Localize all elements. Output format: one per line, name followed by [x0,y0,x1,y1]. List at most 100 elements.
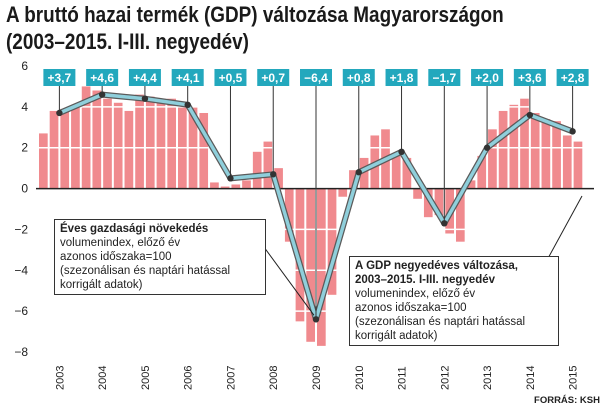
quarter-bar [541,119,551,189]
x-year-label: 2012 [439,366,451,390]
value-label: +0,5 [219,71,243,85]
annual-point [355,169,362,176]
y-tick-label: 6 [21,59,28,73]
quarter-bar [49,110,59,189]
quarter-bar [520,98,529,189]
quarter-bar [178,104,187,189]
x-year-label: 2013 [482,366,494,390]
quarter-bar [103,98,112,189]
value-label-box [428,69,461,86]
value-label: −1,7 [432,71,456,85]
quarter-bar [327,188,337,295]
quarter-bar [434,188,444,216]
quarter-bar [284,188,294,242]
annual-point [270,171,277,178]
x-year-label: 2010 [354,366,366,390]
value-label: +4,1 [176,71,200,85]
quarterly-box-line-2: azonos időszaka=100 [355,302,467,314]
y-tick-label: −2 [14,222,28,236]
quarter-bar [92,90,102,189]
quarterly-box-line-3: (szezonálisan és naptári hatással [355,316,526,328]
quarter-bar [509,104,519,189]
title-line-2: (2003–2015. I-III. negyedév) [6,29,249,54]
quarterly-box-line-1: volumenindex, előző év [355,288,476,300]
x-year-label: 2007 [225,366,237,390]
value-label-box [471,69,504,86]
x-year-label: 2014 [525,366,537,390]
annual-point [569,128,576,135]
quarter-bar [135,94,144,189]
quarterly-box-title-1: A GDP negyedéves változása, [355,260,518,272]
x-year-label: 2006 [183,366,195,390]
quarter-bar [530,112,540,189]
y-tick-label: −6 [14,304,28,318]
quarter-bar [274,168,283,189]
value-label-box [385,69,418,86]
quarter-bar [71,104,80,189]
quarter-bar [456,188,465,242]
quarter-bar [113,102,123,189]
x-year-label: 2008 [268,366,280,390]
y-tick-label: 0 [21,182,28,196]
quarter-bar [252,151,262,189]
quarter-bar [167,98,176,189]
quarter-bar [349,170,358,189]
quarter-bar [562,135,572,189]
x-year-label: 2004 [97,366,109,390]
quarter-bar [199,112,209,189]
value-label: +1,8 [390,71,414,85]
annual-point [227,175,234,182]
annual-point [184,101,191,109]
quarter-bar [359,157,369,189]
y-tick-label: −8 [14,345,28,359]
value-label: +0,8 [347,71,371,85]
value-label: +2,0 [475,71,499,85]
quarterly-box-title-2: 2003–2015. I-III. negyedév [355,274,496,286]
quarter-bar [60,108,70,189]
value-label: +4,6 [90,71,114,85]
annual-point [312,316,320,323]
quarter-bar [402,157,412,189]
quarter-bar [423,188,433,218]
annual-box-line-4: korrigált adatok) [60,279,143,291]
x-year-label: 2005 [140,366,152,390]
x-year-label: 2003 [54,366,66,390]
annual-box-line-1: volumenindex, előző év [60,237,181,249]
x-year-label: 2015 [568,366,580,390]
source-note: FORRÁS: KSH [534,395,600,406]
quarter-bar [306,188,315,342]
chart-title: A bruttó hazai termék (GDP) változása Ma… [6,1,522,55]
quarter-bar [413,188,422,199]
quarterly-annotation-leader [545,195,583,263]
x-year-label: 2009 [311,366,323,390]
quarter-bar [391,155,401,189]
value-label-box [300,69,332,86]
quarter-bar [317,188,326,346]
y-tick-label: −4 [14,263,28,277]
annual-box-title: Éves gazdasági növekedés [60,223,209,235]
quarter-bar [477,155,487,189]
quarter-bar [210,182,219,189]
value-label-box [43,69,76,86]
annual-point [141,95,149,102]
quarter-bar [145,96,155,189]
title-line-1: A bruttó hazai termék (GDP) változása Ma… [6,2,504,27]
value-label: +3,6 [518,71,542,85]
quarter-bar [220,186,230,189]
value-label: +3,7 [48,71,72,85]
quarter-bar [466,180,476,189]
annual-point [56,109,63,117]
quarter-bar [488,129,497,189]
quarter-bar [231,184,241,189]
value-label-box [513,69,546,86]
annual-point [483,144,491,151]
annual-growth-annotation: Éves gazdasági növekedés volumenindex, e… [54,219,266,295]
value-label: +0,7 [261,71,285,85]
annual-point [441,220,448,227]
value-label-box [86,69,119,86]
quarterly-box-line-4: korrigált adatok) [355,330,438,342]
quarter-bar [81,86,91,189]
annual-box-line-2: azonos időszaka=100 [60,251,172,263]
annual-point [398,148,405,155]
